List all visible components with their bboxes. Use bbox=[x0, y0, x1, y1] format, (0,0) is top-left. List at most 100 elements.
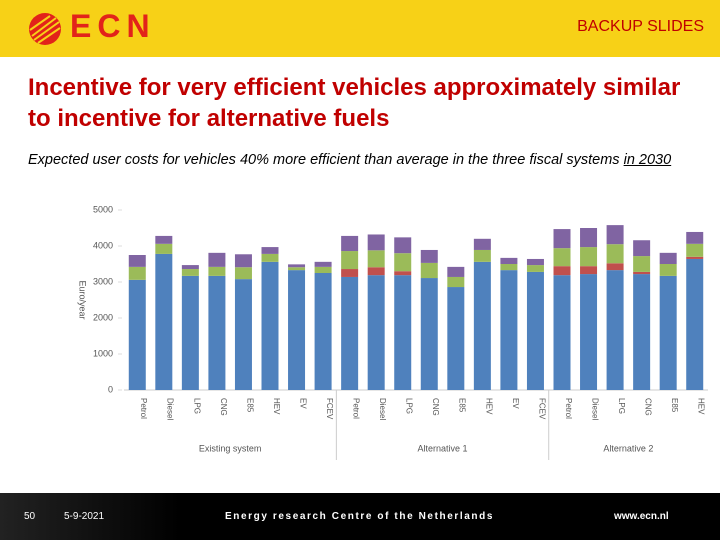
bar-segment bbox=[473, 249, 491, 262]
bar-segment bbox=[208, 266, 226, 276]
bar-segment bbox=[659, 264, 677, 276]
y-axis-label: Euro/year bbox=[78, 280, 88, 319]
x-tick-label: EV bbox=[511, 398, 520, 409]
bar-segment bbox=[234, 254, 252, 268]
bar-segment bbox=[261, 253, 279, 262]
bar-segment bbox=[341, 235, 359, 252]
bar-segment bbox=[500, 257, 518, 264]
bar-segment bbox=[181, 269, 199, 276]
bar-segment bbox=[155, 243, 173, 254]
bar-segment bbox=[553, 275, 571, 390]
x-tick-label: LPG bbox=[192, 398, 201, 414]
x-tick-label: HEV bbox=[272, 398, 281, 415]
y-tick-label: 3000 bbox=[93, 276, 113, 286]
x-tick-label: Diesel bbox=[590, 398, 599, 420]
x-tick-label: HEV bbox=[697, 398, 706, 415]
x-tick-label: Diesel bbox=[166, 398, 175, 420]
bar-segment bbox=[500, 270, 518, 390]
bar-segment bbox=[553, 248, 571, 267]
bar-segment bbox=[367, 275, 385, 390]
section-label: BACKUP SLIDES bbox=[577, 18, 704, 35]
bar-segment bbox=[128, 279, 146, 390]
bar-segment bbox=[288, 264, 306, 268]
logo: ECN bbox=[70, 8, 156, 44]
bar-segment bbox=[208, 252, 226, 267]
x-tick-label: CNG bbox=[431, 398, 440, 416]
x-tick-label: LPG bbox=[405, 398, 414, 414]
bar-segment bbox=[394, 237, 412, 254]
date: 5-9-2021 bbox=[64, 511, 105, 522]
slide-title: Incentive for very efficient vehicles ap… bbox=[28, 74, 681, 132]
bar-segment bbox=[314, 261, 332, 267]
bar-segment bbox=[128, 266, 146, 280]
bar-segment bbox=[633, 256, 651, 272]
bar-segment bbox=[580, 266, 598, 275]
group-label: Alternative 2 bbox=[603, 443, 653, 453]
bar-segment bbox=[155, 235, 173, 244]
chart: Euro/year 0 1000 2000 3000 4000 5000 Petrol Die… bbox=[78, 204, 708, 460]
bar-segment bbox=[659, 252, 677, 264]
bar-segment bbox=[659, 275, 677, 390]
bar-segment bbox=[367, 267, 385, 276]
y-tick-label: 2000 bbox=[93, 312, 113, 322]
bar-segment bbox=[633, 271, 651, 275]
header: ECN BACKUP SLIDES bbox=[0, 0, 720, 57]
bar-segment bbox=[526, 265, 544, 272]
subtitle: Expected user costs for vehicles 40% mor… bbox=[28, 150, 678, 170]
subtitle-text: Expected user costs for vehicles 40% mor… bbox=[28, 152, 620, 168]
bar-segment bbox=[526, 271, 544, 390]
bar-segment bbox=[314, 266, 332, 273]
bar-segment bbox=[208, 275, 226, 390]
bar-segment bbox=[606, 225, 624, 245]
bar-segment bbox=[580, 274, 598, 390]
bar-segment bbox=[633, 274, 651, 390]
x-tick-label: E85 bbox=[458, 398, 467, 413]
bar-segment bbox=[394, 253, 412, 272]
bar-segment bbox=[473, 238, 491, 250]
bar-segment bbox=[500, 264, 518, 271]
organization: Energy research Centre of the Netherland… bbox=[225, 511, 494, 522]
y-tick-label: 4000 bbox=[93, 240, 113, 250]
x-tick-label: FCEV bbox=[537, 398, 546, 420]
bar-segment bbox=[606, 270, 624, 390]
bar-segment bbox=[341, 251, 359, 270]
bar-segment bbox=[686, 256, 704, 259]
bar-segment bbox=[394, 271, 412, 276]
bar-segment bbox=[686, 258, 704, 390]
x-tick-label: Petrol bbox=[139, 398, 148, 419]
bar-segment bbox=[580, 228, 598, 248]
x-tick-label: Petrol bbox=[352, 398, 361, 419]
bar-segment bbox=[288, 267, 306, 271]
bar-segment bbox=[181, 265, 199, 270]
y-tick-label: 5000 bbox=[93, 204, 113, 214]
x-tick-label: Diesel bbox=[378, 398, 387, 420]
bar-segment bbox=[367, 250, 385, 268]
bar-segment bbox=[420, 249, 438, 263]
bar-segment bbox=[367, 234, 385, 251]
bar-segment bbox=[606, 263, 624, 271]
x-tick-label: EV bbox=[298, 398, 307, 409]
x-tick-label: FCEV bbox=[325, 398, 334, 420]
bar-segment bbox=[261, 247, 279, 254]
logo-icon bbox=[29, 13, 61, 45]
bar-segment bbox=[341, 276, 359, 390]
x-tick-label: E85 bbox=[670, 398, 679, 413]
bar-segment bbox=[394, 275, 412, 390]
bar-segment bbox=[420, 262, 438, 279]
bar-segment bbox=[447, 276, 465, 288]
bar-segment bbox=[473, 261, 491, 390]
bar-segment bbox=[553, 266, 571, 276]
bar-segment bbox=[633, 240, 651, 257]
bar-segment bbox=[341, 269, 359, 277]
bar-segment bbox=[580, 247, 598, 267]
page-number: 50 bbox=[24, 511, 36, 522]
x-tick-label: CNG bbox=[219, 398, 228, 416]
footer-shade bbox=[0, 493, 180, 540]
y-tick-label: 1000 bbox=[93, 348, 113, 358]
footer: 50 5-9-2021 Energy research Centre of th… bbox=[0, 493, 720, 540]
bar-segment bbox=[314, 273, 332, 390]
bar-segment bbox=[553, 229, 571, 249]
bar-segment bbox=[447, 266, 465, 277]
group-label: Alternative 1 bbox=[418, 443, 468, 453]
